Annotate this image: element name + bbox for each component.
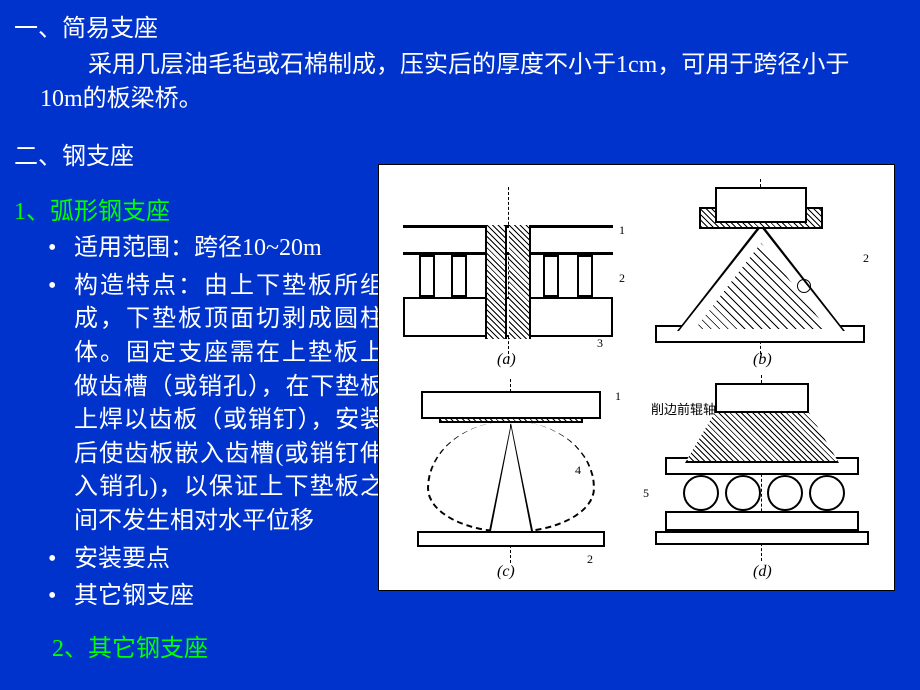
rocker-fill (491, 427, 531, 531)
top-block (421, 391, 601, 419)
top-block (715, 383, 809, 413)
sub-heading-2: 2、其它钢支座 (52, 628, 384, 663)
base-plate (417, 531, 605, 547)
section-1-body-text: 采用几层油毛毡或石棉制成，压实后的厚度不小于1cm，可用于跨径小于10m的板梁桥… (40, 52, 849, 112)
diagram-label-b: (b) (753, 351, 772, 369)
left-column: 1、弧形钢支座 适用范围：跨径10~20m 构造特点：由上下垫板所组成，下垫板顶… (14, 185, 384, 663)
callout-5: 5 (643, 486, 649, 501)
diagram-a: 1 2 3 (393, 179, 629, 365)
roller-icon (767, 475, 803, 511)
bullet-item-4: 其它钢支座 (44, 580, 384, 614)
base-plate (655, 531, 869, 545)
roller-icon (725, 475, 761, 511)
bolt-icon (577, 255, 593, 297)
bolt-icon (419, 255, 435, 297)
roller-icon (683, 475, 719, 511)
base-plate (403, 297, 613, 337)
diagram-label-a: (a) (497, 351, 516, 369)
roller-icon (809, 475, 845, 511)
callout-4: 4 (575, 463, 581, 478)
section-1-body: 采用几层油毛毡或石棉制成，压实后的厚度不小于1cm，可用于跨径小于10m的板梁桥… (40, 49, 906, 116)
diagram-label-d: (d) (753, 563, 772, 581)
callout-1: 1 (619, 223, 625, 238)
engineering-figure: 1 2 3 2 1 4 2 削边前辊轴形状 (378, 164, 895, 591)
bolt-icon (451, 255, 467, 297)
callout-2: 2 (587, 552, 593, 567)
top-plate (403, 225, 613, 255)
column-hatch (485, 225, 507, 339)
bullet-list-1: 适用范围：跨径10~20m 构造特点：由上下垫板所组成，下垫板顶面切剥成圆柱体。… (44, 232, 384, 614)
bullet-item-2: 构造特点：由上下垫板所组成，下垫板顶面切剥成圆柱体。固定支座需在上垫板上做齿槽（… (44, 270, 384, 539)
bullet-item-3: 安装要点 (44, 543, 384, 577)
top-block (715, 187, 807, 223)
callout-2: 2 (863, 251, 869, 266)
callout-3: 3 (597, 336, 603, 351)
diagram-d: 削边前辊轴形状 5 (641, 375, 881, 575)
sub-heading-1: 1、弧形钢支座 (14, 191, 384, 226)
upper-block (685, 411, 839, 463)
bolt-icon (543, 255, 559, 297)
column-hatch (509, 225, 531, 339)
hole-icon (797, 279, 811, 293)
diagram-c: 1 4 2 (393, 375, 629, 575)
callout-2: 2 (619, 271, 625, 286)
callout-1: 1 (615, 389, 621, 404)
diagram-label-c: (c) (497, 563, 515, 581)
lower-plate (665, 511, 859, 531)
bullet-item-1: 适用范围：跨径10~20m (44, 232, 384, 266)
section-1-heading: 一、简易支座 (14, 8, 906, 43)
diagram-b: 2 (641, 179, 881, 365)
